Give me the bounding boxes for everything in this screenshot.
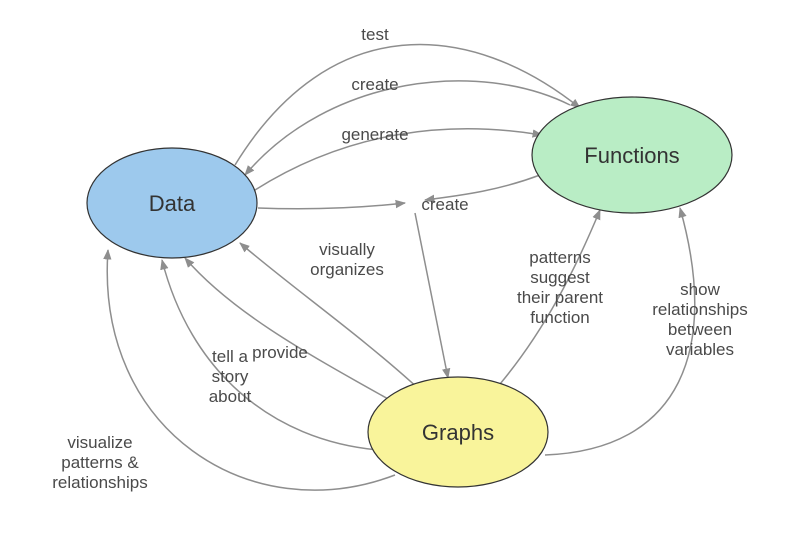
- lbl-patterns-line-0: patterns: [529, 248, 590, 267]
- node-data: Data: [87, 148, 257, 258]
- lbl-showrel: showrelationshipsbetweenvariables: [652, 280, 747, 359]
- nodes-layer: Data Functions Graphs: [87, 97, 732, 487]
- lbl-vispattern-line-2: relationships: [52, 473, 147, 492]
- lbl-vispattern: visualizepatterns &relationships: [52, 433, 147, 492]
- lbl-patterns-line-2: their parent: [517, 288, 603, 307]
- lbl-tellstory-line-0: tell a: [212, 347, 248, 366]
- lbl-patterns-line-1: suggest: [530, 268, 590, 287]
- lbl-patterns-line-3: function: [530, 308, 590, 327]
- concept-map: Data Functions Graphs test create generate cr…: [0, 0, 800, 538]
- node-label-graphs: Graphs: [422, 420, 494, 445]
- edge-label-generate: generate: [341, 125, 408, 144]
- node-label-functions: Functions: [584, 143, 679, 168]
- lbl-showrel-line-2: between: [668, 320, 732, 339]
- lbl-vispattern-line-1: patterns &: [61, 453, 139, 472]
- lbl-vispattern-line-0: visualize: [67, 433, 132, 452]
- node-label-data: Data: [149, 191, 196, 216]
- lbl-tellstory-line-1: story: [212, 367, 249, 386]
- edge-label-create2a: create: [421, 195, 468, 214]
- node-graphs: Graphs: [368, 377, 548, 487]
- edge-label-test: test: [361, 25, 389, 44]
- lbl-tellstory: tell astoryabout: [209, 347, 252, 406]
- edge-create2c: [415, 213, 448, 378]
- lbl-patterns: patternssuggesttheir parentfunction: [517, 248, 603, 327]
- edge-create2b: [258, 203, 405, 209]
- lbl-showrel-line-3: variables: [666, 340, 734, 359]
- edge-label-create1: create: [351, 75, 398, 94]
- edge-label-provide: provide: [252, 343, 308, 362]
- lbl-vis-org: visuallyorganizes: [310, 240, 384, 279]
- edge-vispattern: [107, 250, 395, 490]
- lbl-tellstory-line-2: about: [209, 387, 252, 406]
- node-functions: Functions: [532, 97, 732, 213]
- lbl-vis-org-line-1: organizes: [310, 260, 384, 279]
- edge-test: [235, 45, 580, 165]
- lbl-showrel-line-0: show: [680, 280, 720, 299]
- lbl-vis-org-line-0: visually: [319, 240, 375, 259]
- lbl-showrel-line-1: relationships: [652, 300, 747, 319]
